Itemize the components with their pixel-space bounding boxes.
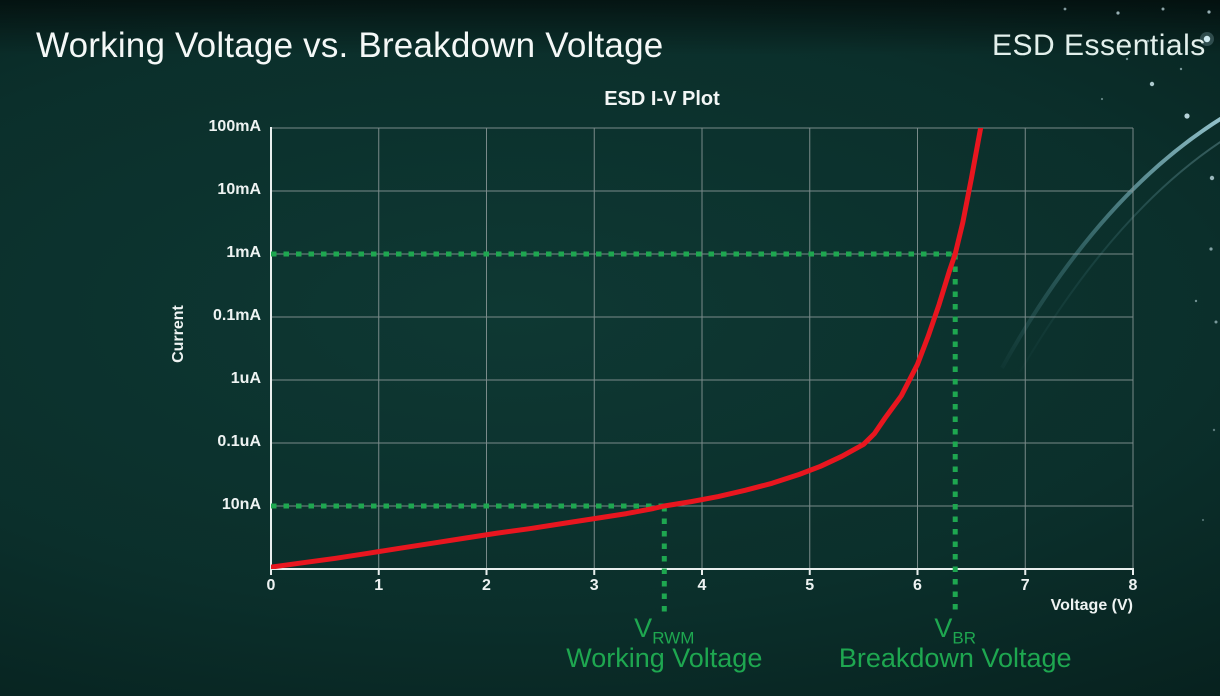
- vbr-subscript: BR: [952, 628, 977, 648]
- grid-lines: [271, 127, 1134, 569]
- swoosh-curve: [1000, 116, 1220, 369]
- brand-text: ESD Essentials: [992, 29, 1206, 62]
- vbr-symbol: V: [934, 613, 953, 643]
- working-voltage-caption: Working Voltage: [566, 643, 763, 673]
- particle-dots: [1063, 7, 1218, 522]
- axis-lines: [270, 127, 1134, 575]
- x-axis-label: Voltage (V): [1050, 597, 1133, 614]
- y-axis-label: Current: [170, 305, 187, 363]
- vbr-label: VBR: [805, 613, 1105, 648]
- iv-curve: [271, 128, 984, 569]
- slide-title: Working Voltage vs. Breakdown Voltage: [36, 26, 664, 65]
- annotation-dotted-guides: [271, 251, 958, 612]
- swoosh-curve-faint: [1019, 141, 1220, 373]
- breakdown-voltage-caption: Breakdown Voltage: [838, 643, 1072, 673]
- vrwm-label: VRWM: [514, 613, 814, 648]
- chart-title: ESD I-V Plot: [604, 88, 720, 110]
- vrwm-subscript: RWM: [652, 628, 695, 648]
- vrwm-symbol: V: [634, 613, 653, 643]
